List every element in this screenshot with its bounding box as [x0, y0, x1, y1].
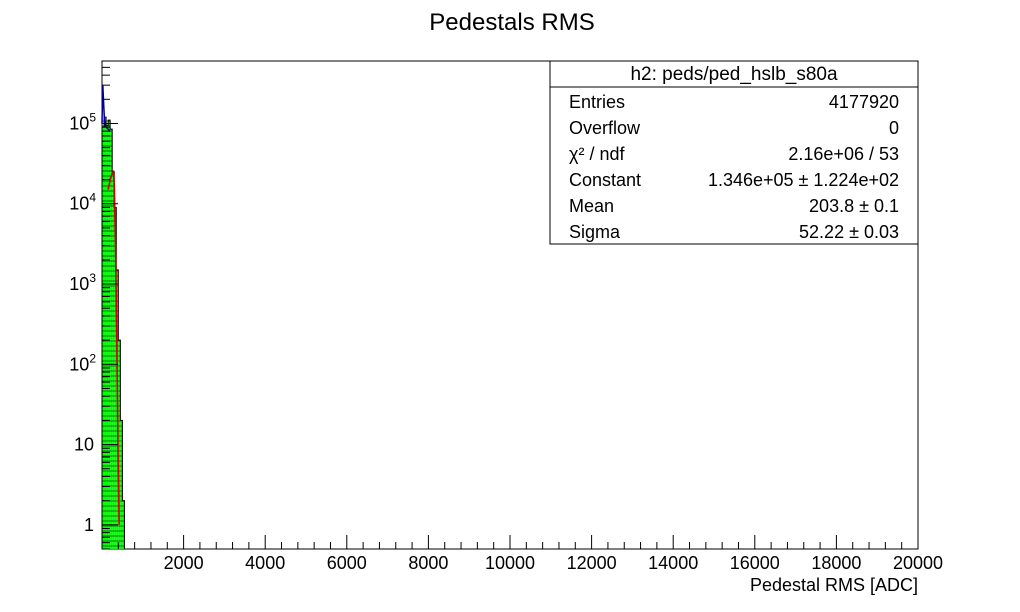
stats-box-title: h2: peds/ped_hslb_s80a: [630, 64, 837, 85]
x-axis: 2000 4000 6000 8000 10000 12000 14000 16000 1800…: [101, 535, 943, 573]
stats-row-label: Mean: [569, 196, 614, 216]
histogram-bin-3: [108, 120, 111, 550]
stats-row-value: 52.22 ± 0.03: [799, 222, 899, 242]
x-tick-label: 10000: [485, 553, 535, 573]
x-axis-label: Pedestal RMS [ADC]: [750, 575, 918, 595]
histogram-bin-9: [120, 420, 123, 549]
y-tick-label: 103: [69, 271, 96, 294]
histogram-bin-5: [112, 171, 115, 549]
stats-row-value: 4177920: [829, 92, 899, 112]
histogram-bin-1: [104, 117, 107, 549]
x-tick-label: 20000: [893, 553, 943, 573]
y-tick-label: 105: [69, 110, 96, 133]
y-axis: 1 10 102 103 104 105: [69, 60, 118, 550]
x-tick-label: 12000: [567, 553, 617, 573]
stats-row-label: Overflow: [569, 118, 641, 138]
histogram-bin-4: [110, 129, 113, 550]
overlay-line: [101, 85, 111, 132]
y-tick-label: 102: [69, 351, 96, 374]
stats-row-label: χ² / ndf: [569, 144, 625, 164]
histogram-bin-10: [122, 500, 125, 549]
fit-curve-layer: [107, 169, 120, 525]
x-tick-label: 4000: [245, 553, 285, 573]
overlay-line-layer: [101, 85, 111, 132]
y-tick-label: 104: [69, 191, 96, 214]
x-tick-label: 2000: [164, 553, 204, 573]
stats-row-label: Constant: [569, 170, 641, 190]
fit-curve: [107, 169, 120, 525]
histogram-bars: [101, 116, 125, 550]
stats-row-value: 2.16e+06 / 53: [788, 144, 899, 164]
stats-row-value: 203.8 ± 0.1: [809, 196, 899, 216]
histogram-bin-0: [102, 127, 105, 549]
x-tick-label: 18000: [811, 553, 861, 573]
histogram-bin-8: [118, 340, 121, 549]
histogram-bin-2: [106, 125, 109, 549]
stats-row-label: Sigma: [569, 222, 621, 242]
chart-title: Pedestals RMS: [429, 9, 594, 36]
x-tick-label: 14000: [648, 553, 698, 573]
stats-row-value: 0: [889, 118, 899, 138]
stats-box-frame: [549, 60, 919, 245]
y-tick-label: 10: [74, 435, 94, 455]
stats-row-label: Entries: [569, 92, 625, 112]
x-tick-label: 8000: [408, 553, 448, 573]
stats-rows: Entries 4177920 Overflow 0 χ² / ndf 2.16e+06 …: [569, 92, 899, 242]
histogram-bin-6: [114, 207, 117, 549]
x-tick-label: 6000: [327, 553, 367, 573]
x-tick-label: 16000: [730, 553, 780, 573]
stats-box: h2: peds/ped_hslb_s80a Entries 4177920 Ove…: [549, 60, 919, 245]
stats-row-value: 1.346e+05 ± 1.224e+02: [708, 170, 899, 190]
y-tick-label: 1: [84, 515, 94, 535]
